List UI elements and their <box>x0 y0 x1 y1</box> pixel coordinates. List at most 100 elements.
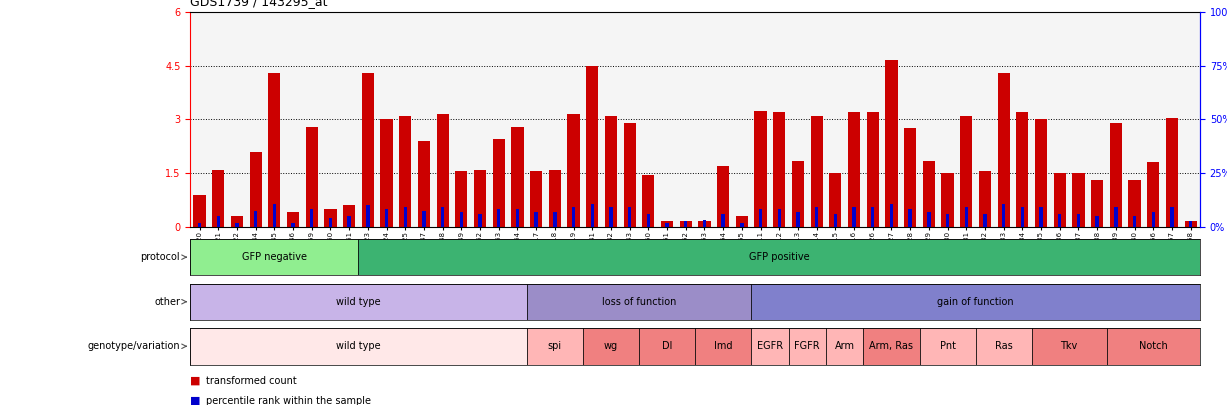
Bar <box>703 220 707 227</box>
Text: transformed count: transformed count <box>206 376 297 386</box>
Bar <box>190 328 526 364</box>
Text: Arm: Arm <box>834 341 855 351</box>
Bar <box>815 207 818 227</box>
Bar <box>975 328 1032 364</box>
Bar <box>1147 162 1160 227</box>
Text: other: other <box>155 297 187 307</box>
Bar <box>385 209 388 227</box>
Bar <box>736 216 748 227</box>
Bar <box>291 223 294 227</box>
Bar <box>983 214 987 227</box>
Bar <box>717 166 729 227</box>
Bar <box>440 207 444 227</box>
Bar <box>789 328 826 364</box>
Bar <box>512 127 524 227</box>
Bar <box>1184 222 1196 227</box>
Bar <box>418 141 429 227</box>
Text: wild type: wild type <box>336 341 380 351</box>
Bar <box>751 328 789 364</box>
Bar <box>864 328 919 364</box>
Text: wild type: wild type <box>336 297 380 307</box>
Bar <box>310 209 313 227</box>
Bar <box>610 207 612 227</box>
Bar <box>683 222 687 227</box>
Bar <box>811 116 823 227</box>
Bar <box>572 207 575 227</box>
Bar <box>422 211 426 227</box>
Bar <box>236 223 238 227</box>
Bar <box>190 239 358 275</box>
Bar <box>829 173 842 227</box>
Bar <box>548 170 561 227</box>
Bar <box>791 161 804 227</box>
Bar <box>460 213 463 227</box>
Bar <box>866 112 879 227</box>
Bar <box>778 209 780 227</box>
Bar <box>455 171 467 227</box>
Text: Pnt: Pnt <box>940 341 956 351</box>
Text: gain of function: gain of function <box>937 297 1014 307</box>
Bar <box>998 73 1010 227</box>
Bar <box>567 114 579 227</box>
Bar <box>904 128 917 227</box>
Bar <box>1039 207 1043 227</box>
Bar <box>919 328 975 364</box>
Bar <box>721 214 725 227</box>
Bar <box>347 216 351 227</box>
Text: ■: ■ <box>190 376 201 386</box>
Bar <box>946 214 950 227</box>
Bar <box>1072 173 1085 227</box>
Bar <box>871 207 875 227</box>
Bar <box>890 204 893 227</box>
Bar <box>1114 207 1118 227</box>
Bar <box>1058 214 1061 227</box>
Bar <box>964 207 968 227</box>
Bar <box>605 116 617 227</box>
Bar <box>590 204 594 227</box>
Bar <box>1032 328 1107 364</box>
Bar <box>1077 214 1080 227</box>
Text: protocol: protocol <box>140 252 187 262</box>
Bar <box>474 170 486 227</box>
Bar <box>553 213 557 227</box>
Bar <box>437 114 449 227</box>
Bar <box>639 328 696 364</box>
Text: Ras: Ras <box>995 341 1012 351</box>
Bar <box>928 213 930 227</box>
Bar <box>587 66 599 227</box>
Bar <box>908 209 912 227</box>
Bar <box>623 123 636 227</box>
Bar <box>758 209 762 227</box>
Bar <box>254 211 258 227</box>
Bar <box>1152 213 1155 227</box>
Bar <box>665 223 669 227</box>
Bar <box>923 161 935 227</box>
Text: genotype/variation: genotype/variation <box>87 341 187 351</box>
Bar <box>198 223 201 227</box>
Text: percentile rank within the sample: percentile rank within the sample <box>206 396 371 405</box>
Bar <box>796 213 800 227</box>
Bar <box>1002 204 1005 227</box>
Bar <box>740 223 744 227</box>
Bar <box>535 213 537 227</box>
Bar <box>249 152 261 227</box>
Bar <box>380 119 393 227</box>
Bar <box>961 116 972 227</box>
Bar <box>751 284 1200 320</box>
Bar <box>773 112 785 227</box>
Bar <box>530 171 542 227</box>
Bar <box>583 328 639 364</box>
Bar <box>269 73 281 227</box>
Bar <box>1107 328 1200 364</box>
Text: loss of function: loss of function <box>601 297 676 307</box>
Text: wg: wg <box>604 341 618 351</box>
Bar <box>362 73 374 227</box>
Bar <box>826 328 864 364</box>
Text: Imd: Imd <box>714 341 733 351</box>
Bar <box>698 222 710 227</box>
Bar <box>231 216 243 227</box>
Bar <box>493 139 504 227</box>
Bar <box>190 284 526 320</box>
Text: GDS1739 / 143295_at: GDS1739 / 143295_at <box>190 0 328 8</box>
Bar <box>329 218 333 227</box>
